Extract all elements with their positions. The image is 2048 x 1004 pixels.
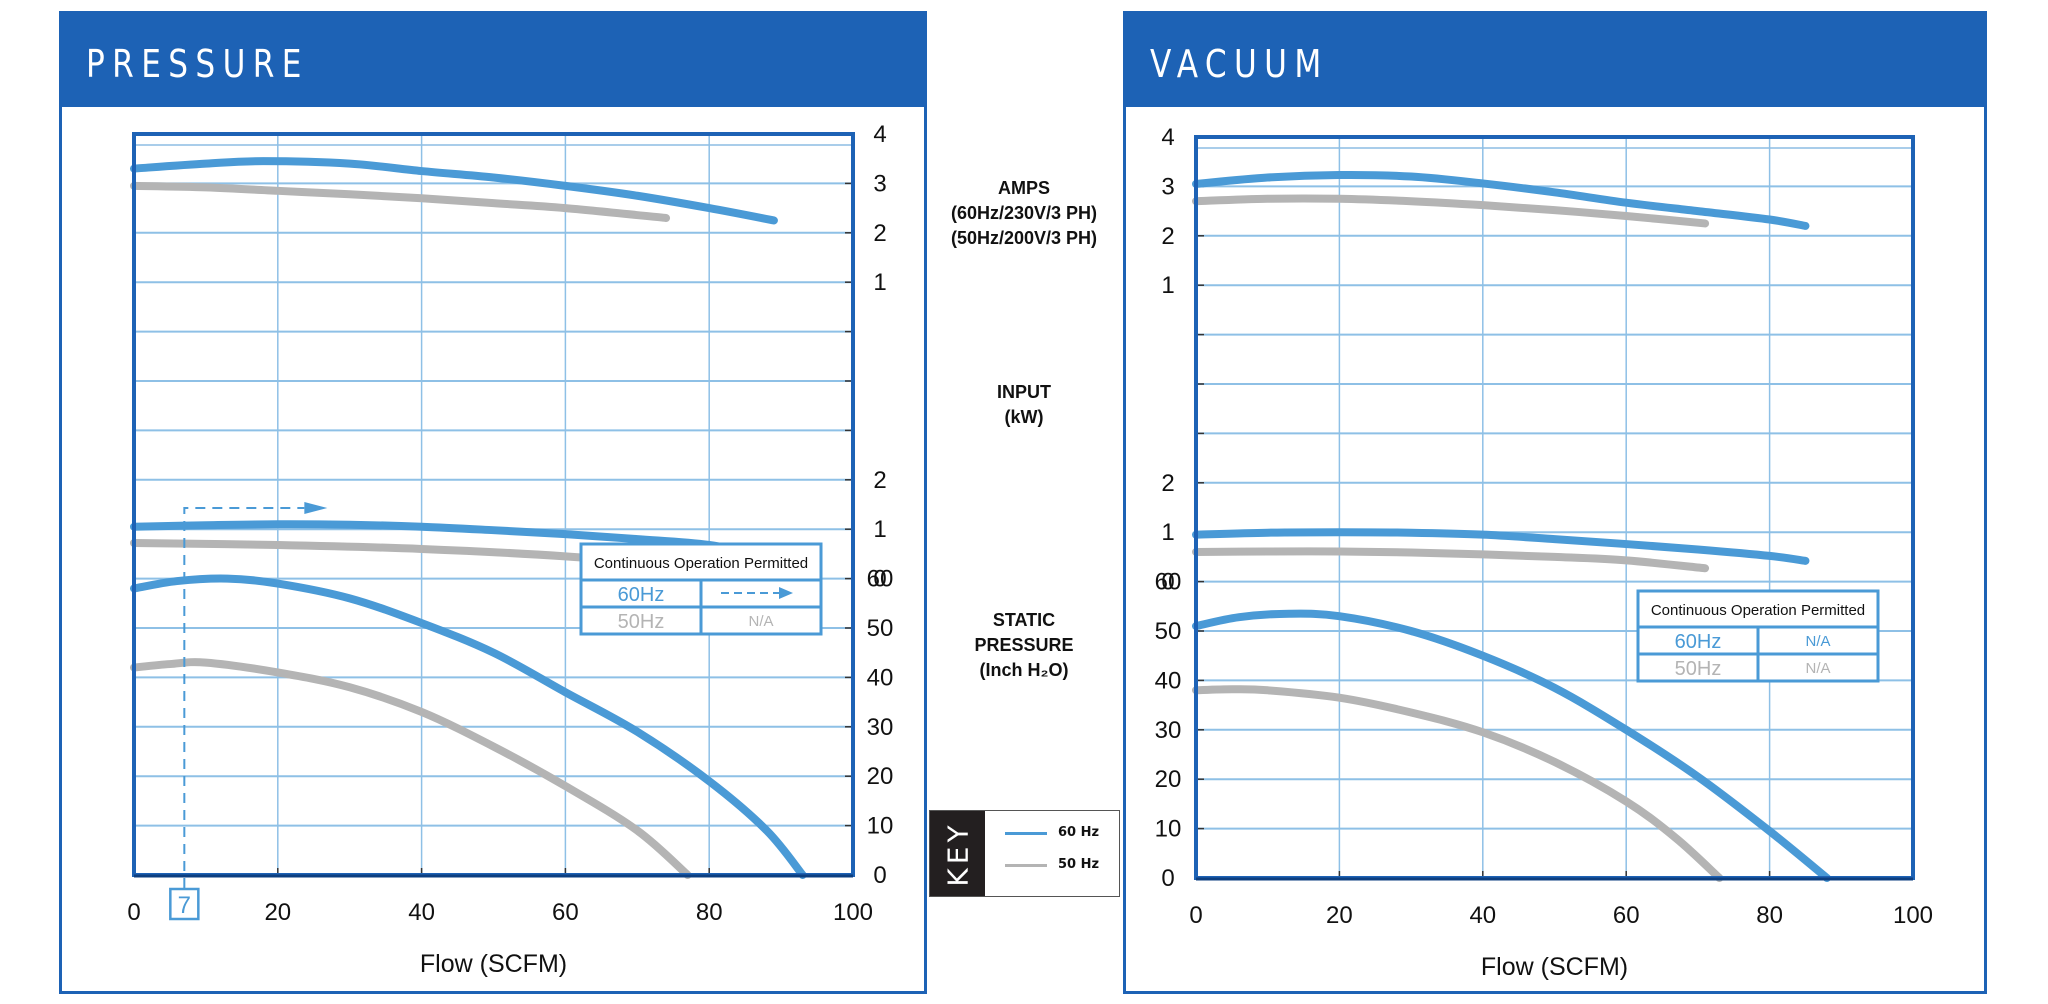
x-tick-label: 0 [127,899,140,926]
marker-box [169,887,200,921]
continuous-row-label: 50Hz [1675,658,1722,680]
y-tick-label: 30 [1155,717,1182,744]
static-60hz-curve [1192,609,1831,882]
amps-60hz-curve [130,157,778,225]
amps-50hz-curve [130,181,671,222]
y-tick-label: 50 [1155,618,1182,645]
y-tick-label: 2 [1161,223,1174,250]
y-tick-label: 20 [1155,766,1182,793]
legend-item-60hz: 60 Hz [1005,823,1115,843]
continuous-operation-table: Continuous Operation Permitted 60Hz 50Hz N/… [579,542,823,636]
continuous-row-value: N/A [748,613,773,630]
y-tick-label: 4 [873,121,886,148]
input-title: INPUT [997,382,1051,402]
y-tick-label: 0 [873,566,886,593]
static-50hz-curve [1192,685,1724,882]
key-title-block: KEY [930,811,985,896]
y-tick-label: 2 [873,467,886,494]
amps-60hz-spec: (60Hz/230V/3 PH) [950,203,1098,223]
marker-label: 7 [178,892,191,919]
legend-line-60hz-icon [1005,832,1047,835]
continuous-row-value: N/A [1805,660,1830,677]
y-tick-label: 0 [1161,865,1174,892]
amps-title: AMPS [997,178,1050,198]
x-tick-label: 100 [833,899,873,926]
legend-label-50hz: 50 Hz [1058,857,1100,872]
vacuum-panel-header: VACUUM [1126,14,1984,107]
amps-50hz-curve [1192,194,1710,228]
pressure-panel-header: PRESSURE [62,14,924,107]
x-tick-label: 20 [264,899,291,926]
static-50hz-curve [130,658,692,879]
x-tick-label: 60 [1613,902,1640,929]
static-title-2: PRESSURE [974,635,1074,655]
y-tick-label: 20 [867,763,894,790]
legend-label-60hz: 60 Hz [1058,825,1100,840]
x-tick-label: 0 [1189,902,1202,929]
input-unit: (kW) [1004,407,1044,427]
y-tick-label: 2 [873,220,886,247]
static-60hz-curve [130,574,807,879]
arrow-right-icon [304,502,328,514]
y-tick-label: 40 [867,664,894,691]
y-tick-label: 0 [1161,569,1174,596]
y-tick-label: 1 [1161,272,1174,299]
y-tick-label: 10 [1155,816,1182,843]
amps-axis-label: AMPS (60Hz/230V/3 PH) (50Hz/200V/3 PH) [914,176,1134,251]
continuous-operation-table: Continuous Operation Permitted 60Hz N/A 50H… [1636,589,1880,683]
vacuum-panel: VACUUM [1123,11,1987,994]
continuous-row-label: 60Hz [618,584,665,606]
pressure-panel-title: PRESSURE [86,42,309,86]
y-tick-label: 60 [1155,569,1182,596]
y-tick-label: 10 [867,813,894,840]
arrow-right-icon [779,587,793,599]
input-axis-label: INPUT (kW) [914,380,1134,430]
x-tick-label: 20 [1326,902,1353,929]
y-tick-label: 1 [1161,519,1174,546]
y-tick-label: 3 [873,170,886,197]
x-axis-title: Flow (SCFM) [1481,953,1628,981]
x-tick-label: 100 [1893,902,1933,929]
y-tick-label: 3 [1161,173,1174,200]
static-unit: (Inch H₂O) [979,660,1069,680]
amps-50hz-spec: (50Hz/200V/3 PH) [950,228,1098,248]
continuous-row-label: 60Hz [1675,631,1722,653]
y-tick-label: 40 [1155,667,1182,694]
legend-line-50hz-icon [1005,864,1047,867]
operating-point-dashed-line [183,507,305,905]
y-tick-label: 30 [867,714,894,741]
kw-50hz-curve [1192,547,1710,573]
amps-60hz-curve [1192,170,1810,230]
static-pressure-axis-label: STATIC PRESSURE (Inch H₂O) [914,608,1134,683]
x-tick-label: 40 [1469,902,1496,929]
kw-60hz-curve [1192,528,1810,565]
continuous-operation-header: Continuous Operation Permitted [1651,602,1865,619]
x-tick-label: 60 [552,899,579,926]
continuous-row-label: 50Hz [618,611,665,633]
kw-60hz-curve [130,520,778,562]
y-tick-label: 60 [867,566,894,593]
x-axis-title: Flow (SCFM) [420,950,567,978]
continuous-row-value: N/A [1805,633,1830,650]
continuous-operation-header: Continuous Operation Permitted [594,555,808,572]
legend-item-50hz: 50 Hz [1005,855,1115,875]
key-title: KEY [941,820,974,887]
y-tick-label: 1 [873,516,886,543]
y-tick-label: 0 [873,862,886,889]
y-tick-label: 2 [1161,470,1174,497]
x-tick-label: 40 [408,899,435,926]
x-tick-label: 80 [696,899,723,926]
x-tick-label: 80 [1756,902,1783,929]
y-tick-label: 50 [867,615,894,642]
legend-key: KEY 60 Hz 50 Hz [929,810,1120,897]
static-title-1: STATIC [992,610,1056,630]
y-tick-label: 4 [1161,124,1174,151]
vacuum-panel-title: VACUUM [1150,42,1329,86]
y-tick-label: 1 [873,269,886,296]
